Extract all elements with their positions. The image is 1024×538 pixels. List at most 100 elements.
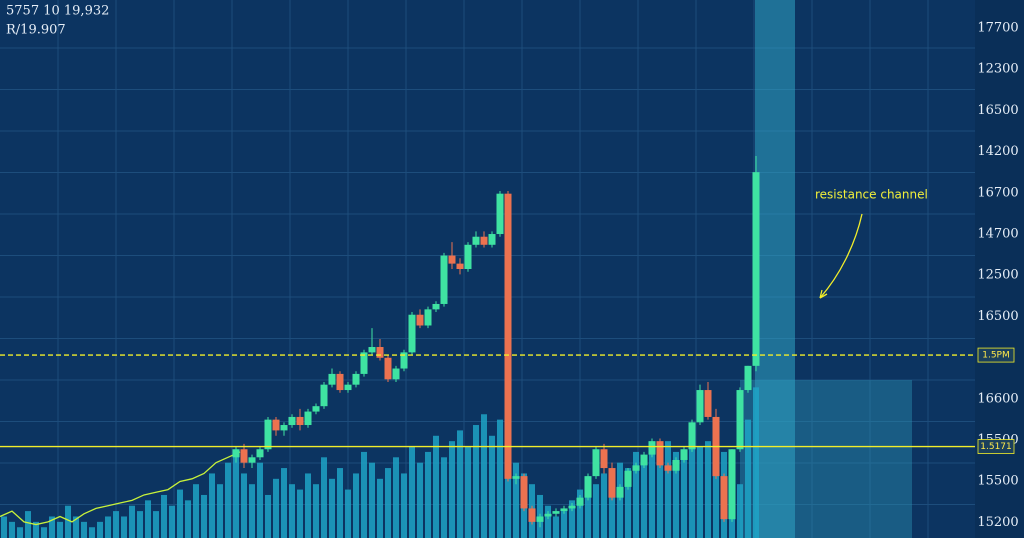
volume-bar: [281, 468, 287, 538]
candle-body: [616, 486, 624, 498]
volume-bar: [321, 457, 327, 538]
candle-body: [656, 441, 664, 466]
axis-label: 16500: [977, 309, 1018, 324]
volume-bar: [1, 516, 7, 538]
volume-bar: [401, 473, 407, 538]
candle-body: [592, 449, 600, 477]
volume-bar: [633, 451, 639, 538]
candle-body: [424, 309, 432, 326]
candle-body: [736, 390, 744, 450]
candle-body: [504, 193, 512, 479]
candle-body: [472, 236, 480, 245]
volume-bar: [25, 511, 31, 538]
candle-body: [376, 347, 384, 358]
candle-body: [488, 234, 496, 245]
candle-body: [296, 416, 304, 426]
volume-bar: [73, 516, 79, 538]
volume-bar: [65, 505, 71, 538]
candle-body: [256, 449, 264, 458]
level-tag: [977, 439, 1015, 454]
candle-body: [360, 352, 368, 374]
volume-bar: [753, 387, 759, 538]
volume-bar: [425, 451, 431, 538]
candle-body: [704, 390, 712, 417]
volume-bar: [433, 435, 439, 538]
candle-body: [512, 476, 520, 479]
candle-body: [568, 505, 576, 509]
volume-bar: [681, 457, 687, 538]
volume-bar: [513, 462, 519, 538]
annotation-arrowhead: [819, 289, 828, 299]
candle-body: [552, 511, 560, 514]
volume-bar: [377, 478, 383, 538]
candle-body: [608, 468, 616, 498]
candle-body: [696, 390, 704, 423]
volume-bar: [361, 451, 367, 538]
volume-bar: [113, 511, 119, 538]
candle-body: [584, 476, 592, 498]
volume-bar: [705, 441, 711, 538]
axis-label: 12500: [977, 268, 1018, 283]
candle-body: [520, 476, 528, 509]
volume-bar: [713, 425, 719, 538]
annotation-arrow: [819, 213, 863, 299]
candle-body: [328, 373, 336, 385]
candle-body: [344, 384, 352, 391]
candle-body: [560, 508, 568, 512]
volume-bar: [17, 527, 23, 538]
candle-body: [496, 193, 504, 235]
axis-label: 17700: [977, 21, 1018, 36]
volume-bar: [465, 446, 471, 538]
candle-body: [304, 411, 312, 426]
volume-bar: [33, 521, 39, 538]
candle-body: [576, 497, 584, 506]
candle-body: [280, 425, 288, 431]
volume-bar: [593, 484, 599, 538]
volume-bar: [609, 489, 615, 538]
candle-body: [688, 422, 696, 450]
volume-bar: [233, 451, 239, 538]
volume-bar: [337, 468, 343, 538]
candle-body: [416, 314, 424, 326]
header-line: 5757 10 19,932: [6, 4, 109, 19]
volume-bar: [97, 521, 103, 538]
candle-body: [240, 449, 248, 463]
volume-bar: [57, 521, 63, 538]
highlight-column: [755, 0, 795, 538]
volume-bar: [209, 473, 215, 538]
volume-bar: [313, 484, 319, 538]
candle-body: [528, 508, 536, 522]
volume-bar: [129, 505, 135, 538]
volume-bar: [329, 478, 335, 538]
volume-bar: [169, 505, 175, 538]
volume-bar: [369, 462, 375, 538]
volume-bar: [417, 462, 423, 538]
candle-body: [600, 449, 608, 469]
volume-bar: [249, 484, 255, 538]
volume-bar: [745, 419, 751, 538]
volume-bar: [577, 489, 583, 538]
volume-bar: [185, 500, 191, 538]
candle-body: [640, 454, 648, 466]
volume-bar: [641, 457, 647, 538]
volume-bar: [137, 511, 143, 538]
candle-body: [368, 347, 376, 353]
volume-bar: [305, 473, 311, 538]
volume-bar: [273, 478, 279, 538]
candle-body: [536, 516, 544, 522]
axis-label: 15500: [977, 474, 1018, 489]
volume-bar: [665, 441, 671, 538]
volume-bar: [289, 484, 295, 538]
candle-body: [384, 357, 392, 380]
axis-label: 16700: [977, 185, 1018, 200]
candle-body: [400, 352, 408, 369]
volume-bar: [217, 484, 223, 538]
candle-body: [680, 449, 688, 460]
candle-body: [288, 416, 296, 426]
candle-body: [432, 303, 440, 310]
axis-label: 14200: [977, 144, 1018, 159]
axis-label: 16500: [977, 103, 1018, 118]
volume-bar: [561, 511, 567, 538]
volume-bar: [585, 494, 591, 538]
volume-bar: [441, 457, 447, 538]
